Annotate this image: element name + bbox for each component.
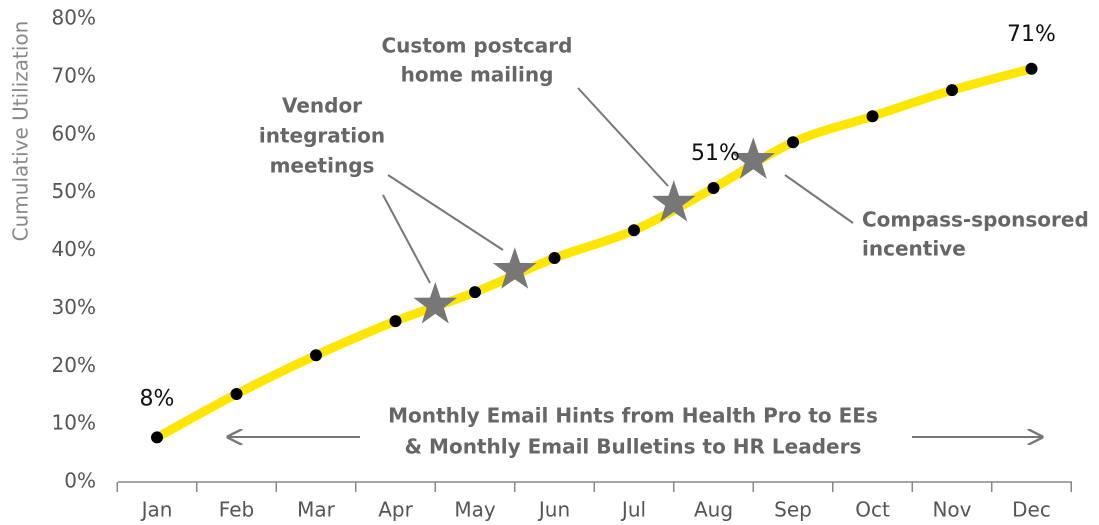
leader-line: [387, 174, 504, 251]
x-tick-label: Apr: [378, 498, 413, 522]
data-label: 71%: [1007, 22, 1056, 47]
annotation: & Monthly Email Bulletins to HR Leaders: [405, 435, 862, 459]
y-tick-label: 10%: [52, 411, 96, 435]
leader-line: [577, 87, 669, 187]
annotation: Vendor: [282, 94, 362, 118]
x-tick-label: Sep: [774, 498, 812, 522]
y-tick-label: 80%: [52, 6, 96, 30]
data-point: [866, 110, 879, 123]
data-label: 51%: [691, 141, 740, 166]
y-axis-label: Cumulative Utilization: [9, 21, 33, 242]
y-tick-label: 20%: [52, 353, 96, 377]
x-tick-label: Jan: [140, 498, 173, 522]
x-tick-label: Feb: [219, 498, 254, 522]
annotation: integration: [259, 124, 385, 148]
star-marker: [651, 180, 696, 222]
star-marker: [731, 137, 776, 179]
data-point: [707, 181, 720, 194]
annotation: Compass-sponsored: [862, 208, 1089, 232]
y-tick-label: 0%: [64, 469, 96, 493]
annotation: meetings: [270, 154, 375, 178]
leader-line: [784, 174, 854, 224]
data-point: [469, 286, 481, 299]
data-point: [628, 224, 640, 237]
data-point: [1025, 62, 1038, 75]
x-tick-label: Dec: [1012, 498, 1051, 522]
x-tick-label: Jul: [620, 498, 646, 522]
annotation: Monthly Email Hints from Health Pro to E…: [388, 404, 878, 428]
star-marker: [492, 247, 537, 289]
y-tick-label: 40%: [52, 237, 96, 261]
data-point: [230, 388, 243, 401]
leader-line: [382, 194, 431, 284]
annotation: incentive: [862, 237, 966, 261]
data-point: [946, 84, 958, 97]
data-point: [548, 252, 561, 265]
x-tick-label: Oct: [855, 498, 890, 522]
annotation: Custom postcard: [382, 34, 573, 58]
y-tick-label: 30%: [52, 295, 96, 319]
y-tick-label: 70%: [52, 63, 96, 87]
y-tick-label: 60%: [52, 121, 96, 145]
data-point: [151, 431, 163, 444]
annotation: home mailing: [401, 63, 554, 87]
x-tick-label: Nov: [932, 498, 971, 522]
star-marker: [413, 281, 458, 324]
data-point: [389, 315, 402, 328]
x-tick-label: Jun: [537, 498, 570, 522]
data-point: [787, 136, 799, 149]
data-label: 8%: [140, 386, 175, 411]
y-tick-label: 50%: [52, 179, 96, 203]
line: [152, 64, 1036, 442]
data-point: [310, 349, 322, 362]
x-tick-label: Mar: [297, 498, 336, 522]
x-tick-label: Aug: [694, 498, 733, 522]
x-tick-label: May: [454, 498, 496, 522]
